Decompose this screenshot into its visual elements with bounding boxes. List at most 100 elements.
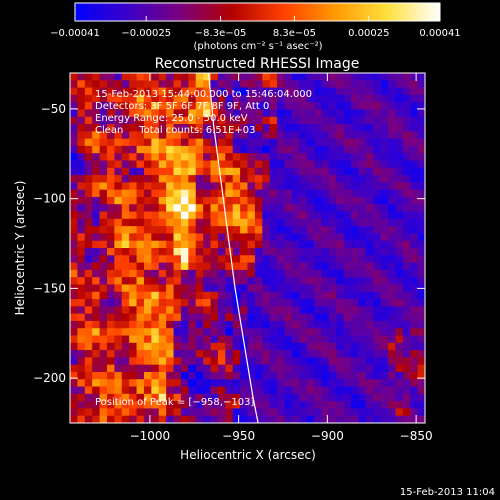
heatmap-cell [240, 182, 249, 191]
heatmap-cell [336, 277, 345, 286]
heatmap-cell [321, 167, 330, 176]
heatmap-cell [388, 262, 397, 271]
heatmap-cell [380, 160, 389, 169]
heatmap-cell [388, 320, 397, 329]
heatmap-cell [373, 364, 382, 373]
heatmap-cell [395, 306, 404, 315]
heatmap-cell [373, 262, 382, 271]
heatmap-cell [306, 262, 315, 271]
heatmap-cell [291, 182, 300, 191]
heatmap-cell [254, 124, 263, 132]
heatmap-cell [210, 189, 219, 198]
heatmap-cell [188, 299, 197, 307]
heatmap-cell [410, 226, 419, 235]
solar-limb-line [207, 73, 259, 423]
heatmap-cell [77, 167, 86, 176]
heatmap-cell [365, 233, 374, 242]
heatmap-cell [291, 350, 300, 358]
heatmap-cell [240, 320, 249, 329]
heatmap-cell [158, 371, 167, 380]
heatmap-cell [180, 335, 189, 344]
heatmap-cell [121, 175, 130, 183]
heatmap-cell [388, 371, 397, 380]
heatmap-cell [277, 102, 286, 111]
heatmap-cell [92, 248, 101, 256]
heatmap-cell [99, 145, 108, 154]
heatmap-cell [136, 284, 145, 293]
heatmap-cell [365, 357, 374, 366]
heatmap-cell [106, 87, 115, 96]
heatmap-cell [299, 240, 308, 249]
heatmap-cell [269, 335, 278, 344]
heatmap-cell [70, 167, 78, 176]
heatmap-cell [173, 109, 182, 118]
heatmap-cell [380, 94, 389, 103]
heatmap-cell [328, 313, 337, 322]
heatmap-cell [291, 94, 300, 103]
heatmap-cell [395, 175, 404, 183]
heatmap-cell [373, 291, 382, 300]
heatmap-cell [277, 80, 286, 89]
heatmap-cell [92, 291, 101, 300]
heatmap-cell [99, 102, 108, 111]
heatmap-cell [121, 240, 130, 249]
heatmap-cell [106, 415, 115, 423]
heatmap-cell [188, 342, 197, 351]
heatmap-cell [210, 218, 219, 227]
heatmap-cell [306, 342, 315, 351]
heatmap-cell [395, 102, 404, 111]
heatmap-cell [203, 291, 212, 300]
heatmap-cell [388, 335, 397, 344]
heatmap-cell [143, 160, 152, 169]
heatmap-cell [129, 116, 138, 125]
heatmap-cell [291, 320, 300, 329]
heatmap-cell [343, 102, 352, 111]
heatmap-cell [380, 386, 389, 395]
heatmap-cell [217, 393, 226, 402]
heatmap-cell [410, 386, 419, 395]
heatmap-cell [417, 342, 425, 351]
heatmap-cell [365, 255, 374, 264]
heatmap-cell [210, 73, 219, 81]
heatmap-cell [395, 153, 404, 162]
heatmap-cell [380, 379, 389, 388]
heatmap-cell [380, 255, 389, 264]
heatmap-cell [328, 94, 337, 103]
heatmap-cell [114, 145, 123, 154]
heatmap-cell [358, 218, 367, 227]
heatmap-cell [306, 364, 315, 373]
colorbar-units: (photons cm⁻² s⁻¹ asec⁻²) [193, 41, 322, 52]
heatmap-cell [188, 204, 197, 213]
heatmap-cell [121, 299, 130, 307]
heatmap-cell [328, 255, 337, 264]
heatmap-cell [114, 80, 123, 89]
heatmap-cell [217, 204, 226, 213]
heatmap-cell [232, 364, 241, 373]
heatmap-cell [121, 182, 130, 191]
heatmap-cell [240, 116, 249, 125]
heatmap-cell [166, 196, 175, 205]
heatmap-cell [410, 182, 419, 191]
heatmap-cell [173, 87, 182, 96]
heatmap-cell [166, 379, 175, 388]
heatmap-cell [106, 211, 115, 220]
heatmap-cell [284, 189, 293, 198]
heatmap-cell [151, 196, 160, 205]
heatmap-cell [225, 335, 234, 344]
heatmap-cell [195, 167, 204, 176]
heatmap-cell [351, 415, 360, 423]
heatmap-cell [336, 160, 345, 169]
heatmap-cell [106, 131, 115, 140]
heatmap-cell [195, 211, 204, 220]
heatmap-cell [217, 255, 226, 264]
heatmap-cell [180, 73, 189, 81]
heatmap-cell [299, 415, 308, 423]
heatmap-cell [92, 357, 101, 366]
heatmap-cell [351, 284, 360, 293]
heatmap-cell [84, 204, 93, 213]
heatmap-cell [92, 94, 101, 103]
heatmap-cell [180, 350, 189, 358]
heatmap-cell [217, 291, 226, 300]
heatmap-cell [291, 284, 300, 293]
heatmap-cell [254, 342, 263, 351]
